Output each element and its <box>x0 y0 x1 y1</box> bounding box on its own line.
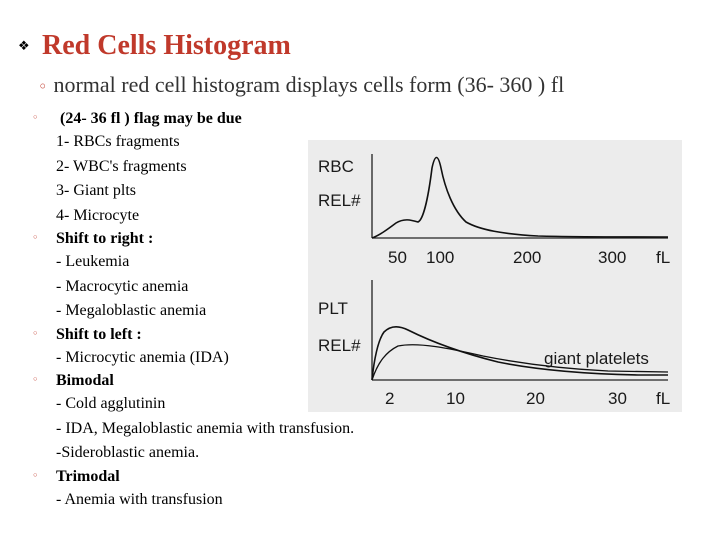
subtitle-text: normal red cell histogram displays cells… <box>53 72 565 97</box>
list-line: 3- Giant plts <box>56 182 136 199</box>
rbc-curve <box>371 156 669 239</box>
list-line: - IDA, Megaloblastic anemia with transfu… <box>56 419 355 437</box>
list-line: - Macrocytic anemia <box>56 277 189 295</box>
section-heading: Shift to left : <box>56 325 142 343</box>
section-heading: Shift to right : <box>56 230 154 247</box>
list-item: ◦ Shift to left : - Microcytic anemia (I… <box>32 324 472 371</box>
list-line: - Cold agglutinin <box>56 395 166 412</box>
ring-bullet-icon: ◦ <box>32 373 39 386</box>
list-item: ◦ Bimodal - Cold agglutinin - IDA, Megal… <box>32 370 472 466</box>
list-line: - Microcytic anemia (IDA) <box>56 348 229 366</box>
list-line: 1- RBCs fragments <box>56 133 180 150</box>
list-item: ◦ Trimodal - Anemia with transfusion <box>32 466 472 513</box>
ring-bullet-icon: ◦ <box>32 326 39 340</box>
rbc-tick: 50 <box>388 248 407 267</box>
ring-bullet-icon: ◦ <box>38 77 48 96</box>
plt-curve <box>371 326 668 381</box>
section-heading: Bimodal <box>56 372 114 389</box>
rbc-tick: 200 <box>513 248 541 267</box>
list-line: - Leukemia <box>56 253 130 270</box>
plt-label: PLT <box>318 299 348 318</box>
plt-tick: 10 <box>446 389 465 408</box>
subtitle-line: ◦ normal red cell histogram displays cell… <box>38 72 564 98</box>
plt-tick: 2 <box>385 389 394 408</box>
rbc-tick: 300 <box>598 248 626 267</box>
giant-platelets-annotation: giant platelets <box>544 349 649 368</box>
title-row: ❖ Red Cells Histogram <box>18 30 291 62</box>
list-item: ◦ Shift to right : - Leukemia - Macrocyt… <box>32 228 472 324</box>
ring-bullet-icon: ◦ <box>32 231 39 244</box>
plt-tick: fL <box>656 389 670 408</box>
list-line: 4- Microcyte <box>56 206 140 224</box>
bullet-list: ◦ (24- 36 fl ) flag may be due 1- RBCs f… <box>32 108 472 512</box>
plt-rel-label: REL# <box>318 336 361 355</box>
rbc-tick: 100 <box>426 248 454 267</box>
list-line: 2- WBC's fragments <box>56 157 187 175</box>
ring-bullet-icon: ◦ <box>32 111 39 124</box>
plt-tick: 20 <box>526 389 545 408</box>
histogram-figure: RBC REL# 50 100 200 300 fL PLT REL# gian… <box>308 140 682 412</box>
square-bullet-icon: ❖ <box>18 38 30 54</box>
section-heading: Trimodal <box>56 467 120 485</box>
rbc-tick: fL <box>656 248 670 267</box>
rbc-rel-label: REL# <box>318 191 361 210</box>
list-line: - Megaloblastic anemia <box>56 302 207 319</box>
list-item: ◦ (24- 36 fl ) flag may be due 1- RBCs f… <box>32 108 472 228</box>
rbc-label: RBC <box>318 157 354 176</box>
list-line: -Sideroblastic anemia. <box>56 444 200 461</box>
slide-title: Red Cells Histogram <box>42 30 291 61</box>
ring-bullet-icon: ◦ <box>32 468 39 482</box>
histogram-svg: RBC REL# 50 100 200 300 fL PLT REL# gian… <box>318 154 670 408</box>
section-heading: (24- 36 fl ) flag may be due <box>60 110 242 127</box>
plt-curve-secondary <box>371 344 669 381</box>
plt-tick: 30 <box>608 389 627 408</box>
list-line: - Anemia with transfusion <box>56 490 223 508</box>
